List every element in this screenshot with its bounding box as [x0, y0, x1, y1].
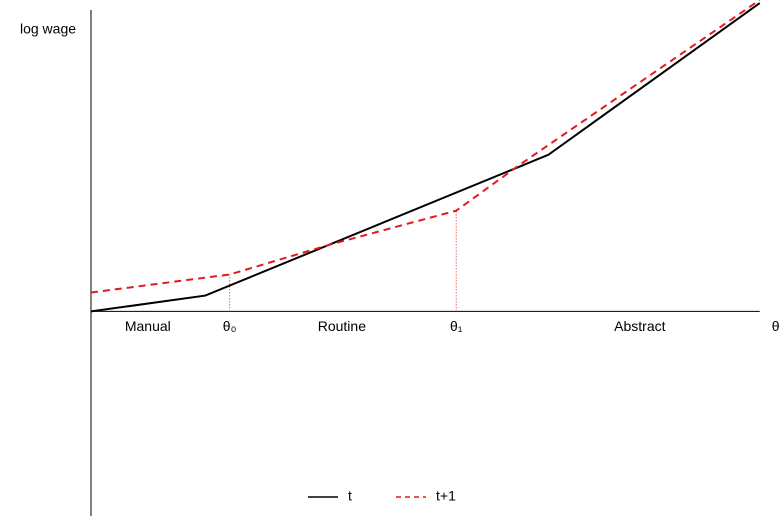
x-annotation: Abstract [614, 318, 665, 334]
legend-label: t [348, 488, 352, 504]
line [91, 2, 761, 313]
x-annotation: Manual [125, 318, 171, 334]
x-annotation: θ₀ [223, 318, 237, 334]
x-annotation: θ [772, 318, 780, 334]
x-annotation: Routine [318, 318, 366, 334]
legend-label: t+1 [436, 488, 456, 504]
y-axis-label: log wage [20, 21, 76, 37]
x-annotation: θ₁ [450, 318, 463, 334]
line [91, 0, 761, 294]
